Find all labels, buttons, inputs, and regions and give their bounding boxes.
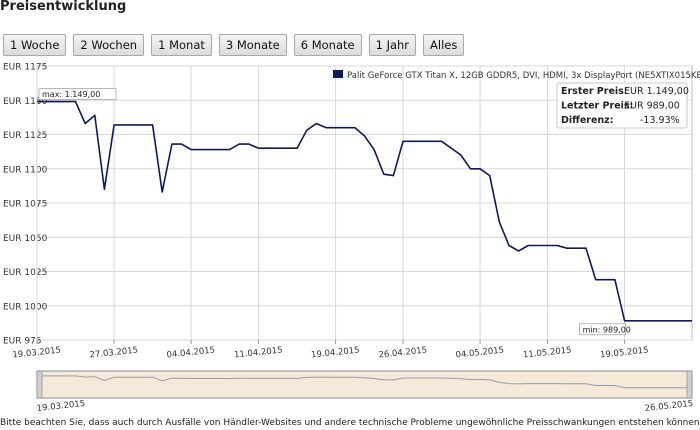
info-label: Differenz: bbox=[561, 115, 614, 126]
info-value: -13.93% bbox=[640, 115, 680, 126]
info-value: EUR 989,00 bbox=[624, 101, 680, 112]
min-annotation: min: 989,00 bbox=[583, 325, 631, 334]
price-chart: EUR 975 EUR 1000 EUR 1025 EUR 1050 EUR 1075 E… bbox=[3, 63, 700, 414]
x-tick-label: 27.03.2015 bbox=[89, 345, 138, 360]
range-button-1-week[interactable]: 1 Woche bbox=[3, 34, 67, 56]
y-tick-label: EUR 1000 bbox=[3, 302, 48, 312]
min-annotation-box bbox=[579, 323, 626, 336]
y-tick-label: EUR 975 bbox=[3, 337, 42, 347]
max-annotation: max: 1.149,00 bbox=[42, 90, 100, 99]
navigator-handle-left[interactable] bbox=[36, 370, 43, 399]
y-tick-label: EUR 1175 bbox=[3, 63, 47, 73]
x-tick-label: 11.05.2015 bbox=[523, 345, 572, 360]
y-tick-label: EUR 1025 bbox=[3, 268, 47, 278]
disclaimer-text: Bitte beachten Sie, dass auch durch Ausf… bbox=[0, 418, 700, 428]
navigator-handle-right[interactable] bbox=[686, 370, 693, 399]
info-value: EUR 1.149,00 bbox=[624, 86, 689, 97]
x-tick-label: 26.04.2015 bbox=[378, 345, 427, 360]
x-tick-label: 19.04.2015 bbox=[311, 345, 360, 360]
x-tick-label: 11.04.2015 bbox=[234, 345, 283, 360]
x-tick-label: 04.04.2015 bbox=[166, 345, 215, 360]
y-tick-label: EUR 1125 bbox=[3, 131, 47, 141]
max-annotation-box bbox=[38, 88, 117, 100]
range-button-1-year[interactable]: 1 Jahr bbox=[368, 34, 417, 56]
navigator-area bbox=[36, 370, 693, 399]
range-button-3-months[interactable]: 3 Monate bbox=[218, 34, 287, 56]
time-range-selector: 1 Woche 2 Wochen 1 Monat 3 Monate 6 Mona… bbox=[3, 34, 465, 56]
price-info-box bbox=[556, 82, 688, 129]
info-label: Letzter Preis: bbox=[561, 101, 633, 112]
navigator-end-label: 26.05.2015 bbox=[644, 399, 693, 414]
range-button-2-weeks[interactable]: 2 Wochen bbox=[73, 34, 145, 56]
price-series-line bbox=[37, 100, 692, 322]
x-tick-label: 04.05.2015 bbox=[455, 345, 504, 360]
range-button-all[interactable]: Alles bbox=[423, 34, 465, 56]
legend-swatch bbox=[333, 70, 343, 78]
page-title: Preisentwicklung bbox=[0, 0, 127, 14]
navigator-start-label: 19.03.2015 bbox=[36, 399, 85, 414]
x-tick-label: 19.05.2015 bbox=[600, 345, 649, 360]
range-button-6-months[interactable]: 6 Monate bbox=[293, 34, 362, 56]
y-tick-label: EUR 1100 bbox=[3, 165, 48, 175]
y-tick-label: EUR 1050 bbox=[3, 234, 48, 244]
navigator-series-line bbox=[37, 375, 692, 389]
y-tick-label: EUR 1150 bbox=[3, 97, 48, 107]
info-label: Erster Preis: bbox=[561, 86, 628, 97]
legend-label: Palit GeForce GTX Titan X, 12GB GDDR5, D… bbox=[347, 71, 700, 81]
y-tick-label: EUR 1075 bbox=[3, 200, 47, 210]
x-tick-label: 19.03.2015 bbox=[12, 345, 61, 360]
range-button-1-month[interactable]: 1 Monat bbox=[151, 34, 212, 56]
